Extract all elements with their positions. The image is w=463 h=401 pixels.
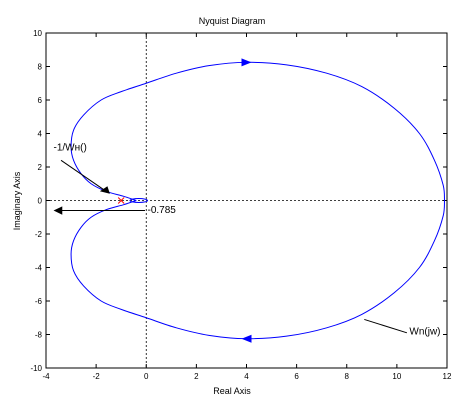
y-tick-label: 8	[38, 63, 43, 72]
intersection-value-label: -0.785	[148, 205, 177, 216]
critical-point-marker	[117, 197, 125, 204]
x-tick-label: 0	[144, 372, 149, 381]
curve-lower-branch	[70, 200, 445, 340]
y-tick-label: 2	[38, 163, 43, 172]
x-tick-label: 12	[443, 372, 452, 381]
y-tick-label: 0	[38, 197, 43, 206]
y-tick-label: 10	[33, 29, 42, 38]
curve-upper-branch	[70, 61, 445, 201]
y-tick-label: -6	[35, 297, 43, 306]
leader-arrowhead-inverse-label	[99, 186, 110, 194]
x-tick-label: 4	[244, 372, 249, 381]
x-axis-label: Real Axis	[213, 386, 251, 396]
x-tick-label: -2	[93, 372, 101, 381]
y-tick-label: -8	[35, 331, 43, 340]
leader-arrowhead-value-label	[53, 206, 63, 215]
leader-line-inverse-label	[60, 159, 107, 192]
x-tick-label: 2	[194, 372, 199, 381]
direction-arrow-upper	[241, 58, 252, 67]
y-axis-label: Imaginary Axis	[12, 171, 22, 230]
x-tick-label: 8	[345, 372, 350, 381]
x-tick-label: 6	[294, 372, 299, 381]
y-tick-label: 4	[38, 130, 43, 139]
annotations: -1/Wн() -0.785 Wn(jw)	[53, 142, 441, 338]
curve-small-loop	[129, 197, 149, 204]
y-tick-label: -2	[35, 230, 43, 239]
x-tick-label: -4	[42, 372, 50, 381]
nyquist-curve	[70, 58, 445, 343]
y-tick-label: -4	[35, 264, 43, 273]
inverse-describing-function-label: -1/Wн()	[54, 142, 87, 153]
chart-title: Nyquist Diagram	[199, 16, 266, 26]
direction-arrow-lower	[241, 334, 252, 343]
x-tick-label: 10	[392, 372, 401, 381]
leader-line-curve-label	[364, 318, 408, 334]
reference-axes	[46, 33, 447, 368]
y-tick-label: -10	[30, 364, 42, 373]
curve-label: Wn(jw)	[409, 327, 440, 338]
y-tick-label: 6	[38, 96, 43, 105]
